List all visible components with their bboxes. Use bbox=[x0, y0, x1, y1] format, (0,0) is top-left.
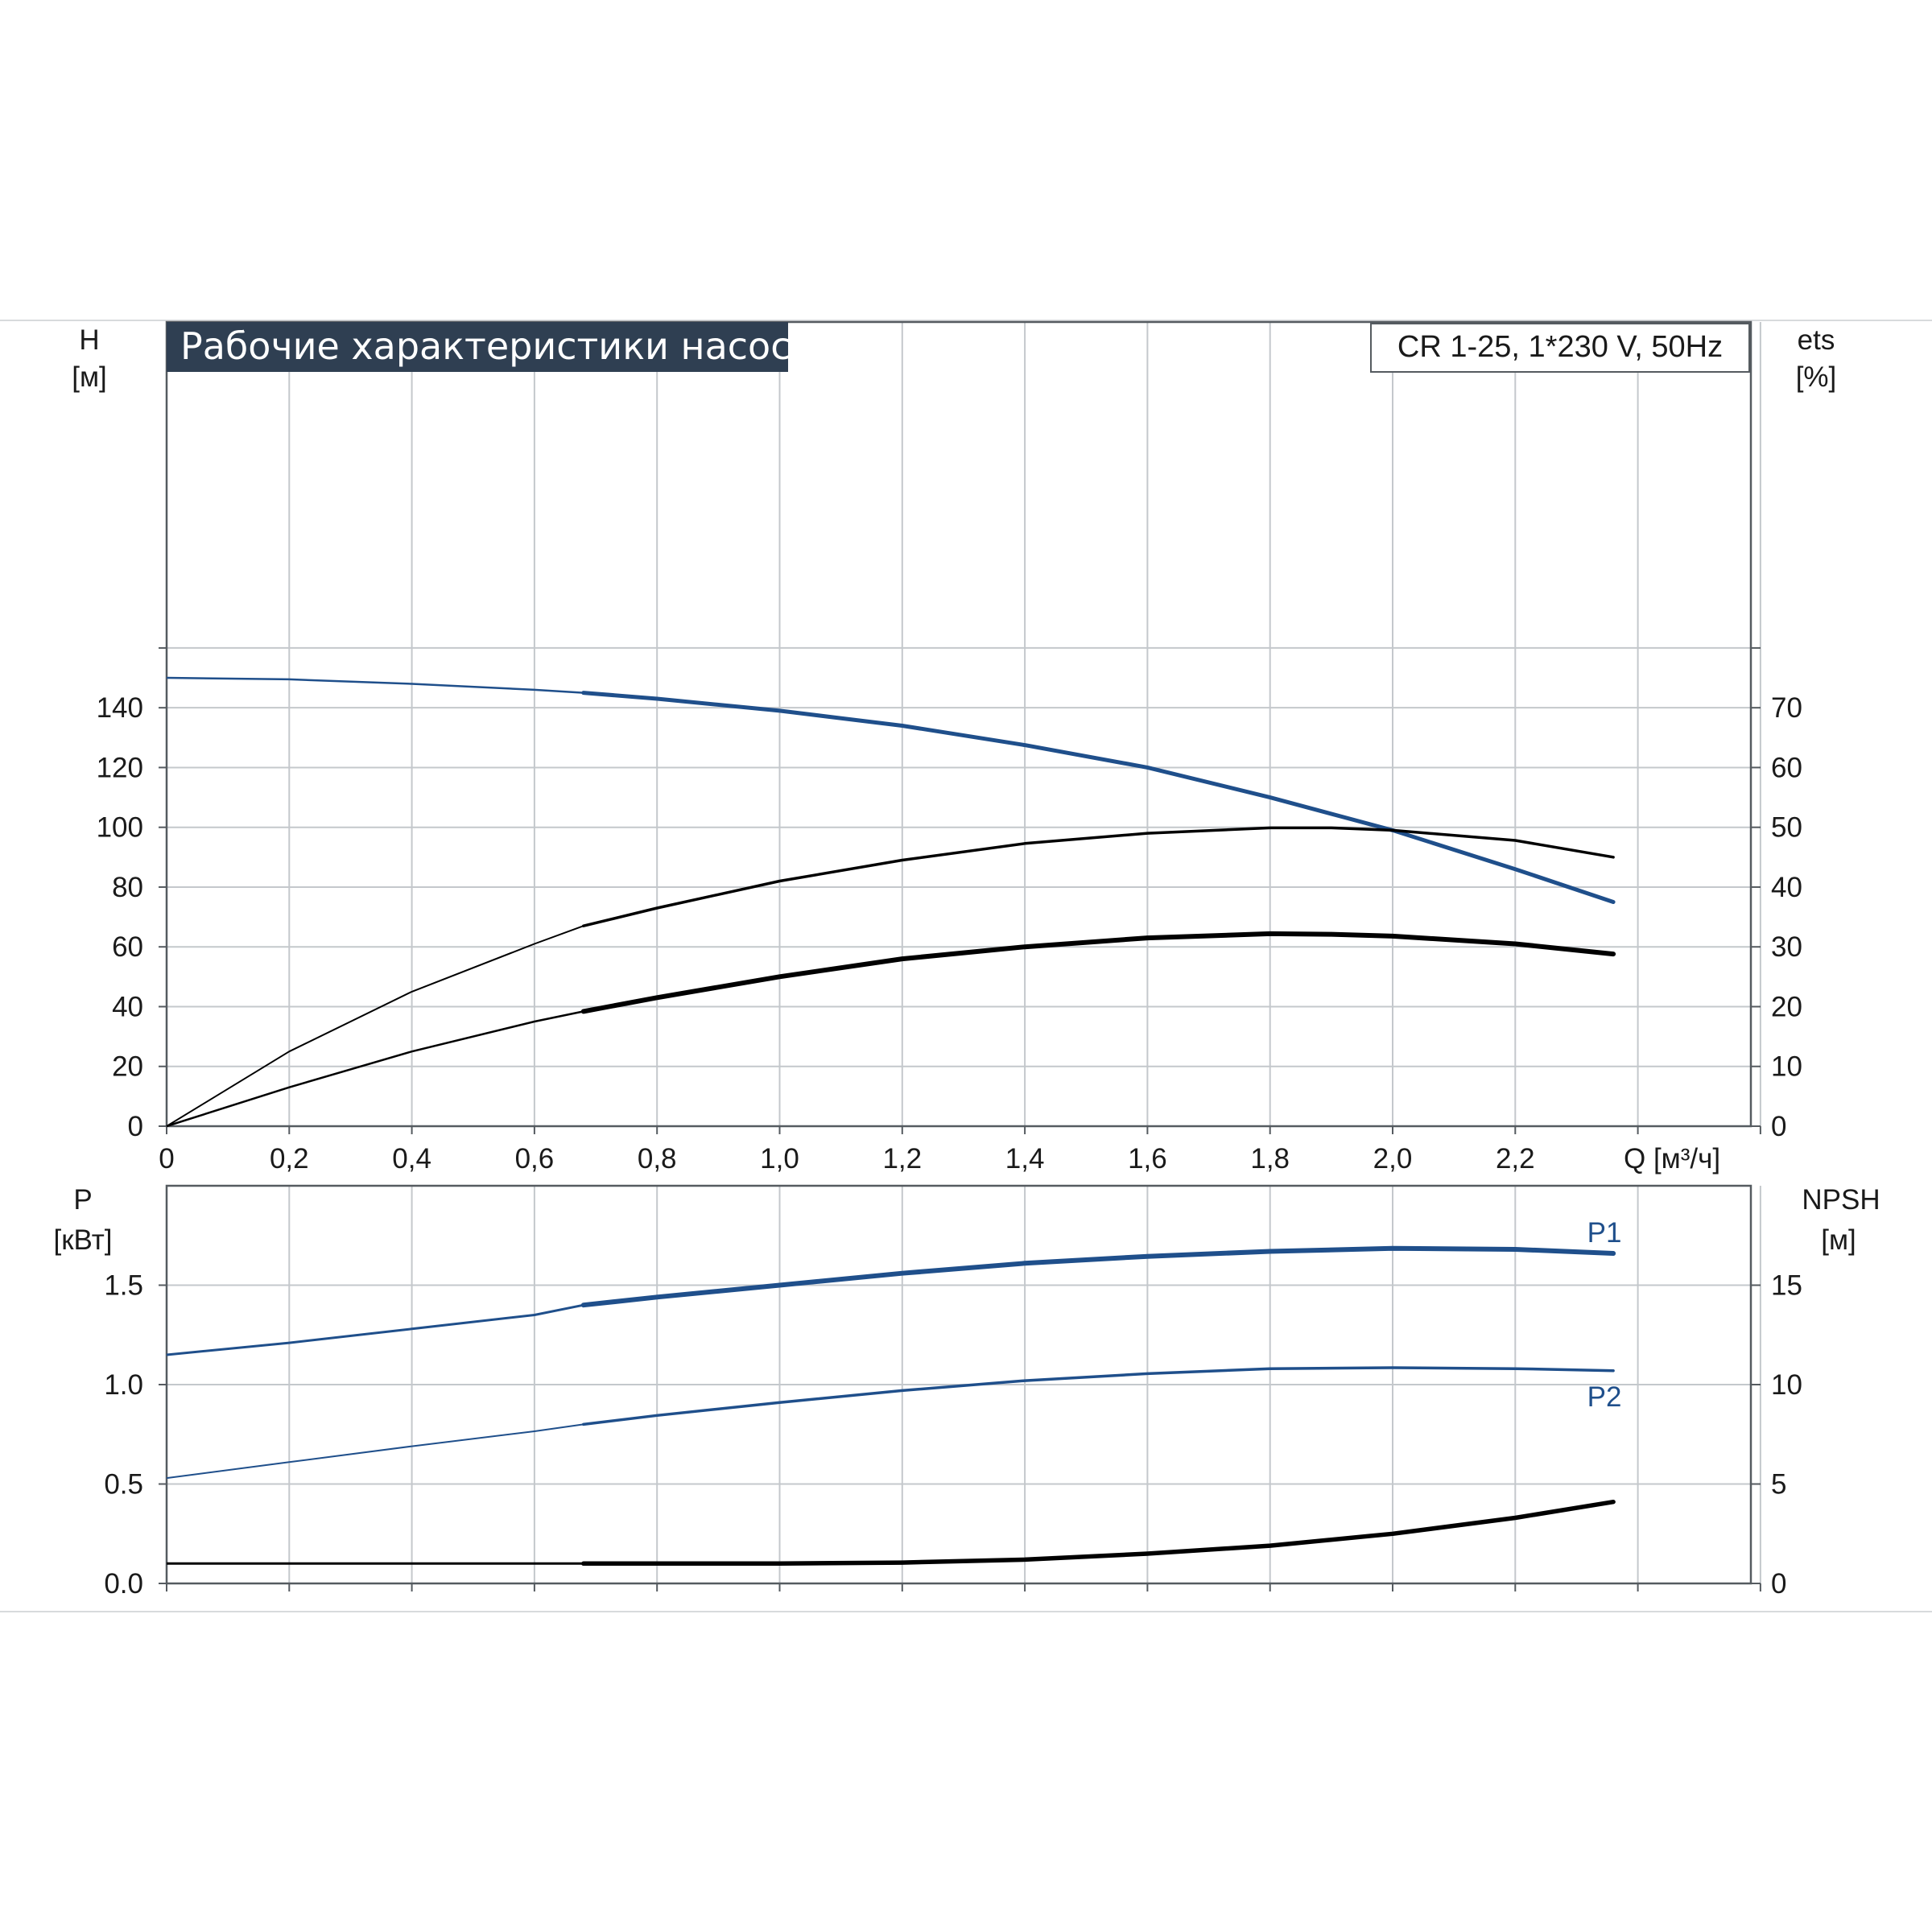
head-tick-label: 40 bbox=[112, 991, 143, 1022]
flow-tick-label: 0 bbox=[159, 1143, 174, 1174]
bottom-left-tick-labels: 0.0 0.5 1.0 1.5 bbox=[104, 1270, 143, 1600]
power-tick-label: 1.0 bbox=[104, 1369, 143, 1401]
head-axis-unit: [м] bbox=[72, 361, 107, 393]
flow-tick-label: 1,2 bbox=[882, 1143, 922, 1174]
efficiency-tick-label: 60 bbox=[1771, 752, 1802, 783]
efficiency-tick-label: 30 bbox=[1771, 931, 1802, 963]
p2-curve-label: P2 bbox=[1587, 1381, 1622, 1413]
head-tick-label: 20 bbox=[112, 1051, 143, 1083]
efficiency-curve-thin bbox=[166, 827, 1614, 1127]
power-tick-label: 1.5 bbox=[104, 1270, 143, 1302]
npsh-curve-thick bbox=[581, 1499, 1616, 1567]
model-label: CR 1-25, 1*230 V, 50Hz bbox=[1397, 330, 1723, 364]
efficiency-axis-unit: [%] bbox=[1796, 361, 1837, 393]
p1-curve-label: P1 bbox=[1587, 1217, 1622, 1249]
p1-curve-thin bbox=[166, 1247, 1614, 1356]
efficiency-tick-label: 10 bbox=[1771, 1051, 1802, 1083]
efficiency-tick-label: 0 bbox=[1771, 1111, 1786, 1142]
top-left-tick-labels: 0 20 40 60 80 100 120 140 bbox=[97, 692, 143, 1142]
top-grid bbox=[159, 322, 1761, 1134]
efficiency-curve-thick bbox=[582, 826, 1615, 927]
head-curve-thin bbox=[166, 676, 1614, 903]
power-tick-label: 0.5 bbox=[104, 1469, 143, 1501]
efficiency-2-curve-thick bbox=[580, 931, 1616, 1014]
head-tick-label: 120 bbox=[97, 752, 143, 783]
head-tick-label: 140 bbox=[97, 692, 143, 724]
bottom-grid bbox=[159, 1186, 1761, 1591]
flow-axis-unit: Q [м³/ч] bbox=[1624, 1143, 1720, 1174]
flow-tick-label: 1,6 bbox=[1128, 1143, 1167, 1174]
flow-tick-label: 0,2 bbox=[270, 1143, 309, 1174]
chart-title: Рабочие характеристики насоса bbox=[180, 324, 814, 368]
head-tick-label: 0 bbox=[128, 1111, 143, 1142]
flow-tick-label: 0,8 bbox=[638, 1143, 677, 1174]
head-curve-thick bbox=[581, 691, 1616, 904]
p2-curve-thick bbox=[582, 1366, 1615, 1426]
power-tick-label: 0.0 bbox=[104, 1568, 143, 1600]
flow-tick-label: 1,4 bbox=[1005, 1143, 1045, 1174]
top-curves bbox=[166, 676, 1616, 1128]
flow-tick-label: 2,0 bbox=[1373, 1143, 1413, 1174]
title-banner bbox=[167, 322, 788, 372]
head-tick-label: 60 bbox=[112, 931, 143, 963]
bottom-right-tick-labels: 0 5 10 15 bbox=[1771, 1270, 1802, 1600]
p1-curve-thick bbox=[580, 1245, 1616, 1308]
npsh-axis-label: NPSH bbox=[1802, 1184, 1880, 1216]
head-axis-label: H bbox=[79, 324, 99, 356]
model-box bbox=[1370, 323, 1750, 373]
efficiency-tick-label: 70 bbox=[1771, 692, 1802, 724]
flow-tick-label: 2,2 bbox=[1496, 1143, 1535, 1174]
npsh-tick-label: 15 bbox=[1771, 1270, 1802, 1302]
flow-tick-label: 0,6 bbox=[515, 1143, 555, 1174]
npsh-tick-label: 0 bbox=[1771, 1568, 1786, 1600]
bottom-curves bbox=[166, 1245, 1616, 1567]
top-right-tick-labels: 0 10 20 30 40 50 60 70 bbox=[1771, 692, 1802, 1142]
top-plot-frame bbox=[165, 320, 1752, 1128]
npsh-axis-unit: [м] bbox=[1821, 1224, 1856, 1256]
npsh-tick-label: 10 bbox=[1771, 1369, 1802, 1401]
power-axis-label: P bbox=[73, 1184, 92, 1216]
bottom-plot-frame bbox=[165, 1184, 1752, 1585]
head-tick-label: 100 bbox=[97, 812, 143, 844]
npsh-tick-label: 5 bbox=[1771, 1469, 1786, 1501]
flow-tick-label: 0,4 bbox=[392, 1143, 431, 1174]
head-tick-label: 80 bbox=[112, 872, 143, 903]
power-axis-unit: [кВт] bbox=[54, 1224, 113, 1256]
efficiency-tick-label: 40 bbox=[1771, 872, 1802, 903]
x-tick-labels: 0 0,2 0,4 0,6 0,8 1,0 1,2 1,4 1,6 1,8 2,0 2,2 bbox=[159, 1143, 1534, 1174]
flow-tick-label: 1,8 bbox=[1250, 1143, 1290, 1174]
efficiency-tick-label: 20 bbox=[1771, 991, 1802, 1022]
efficiency-tick-label: 50 bbox=[1771, 812, 1802, 844]
efficiency-axis-label: ets bbox=[1798, 324, 1835, 356]
flow-tick-label: 1,0 bbox=[760, 1143, 799, 1174]
